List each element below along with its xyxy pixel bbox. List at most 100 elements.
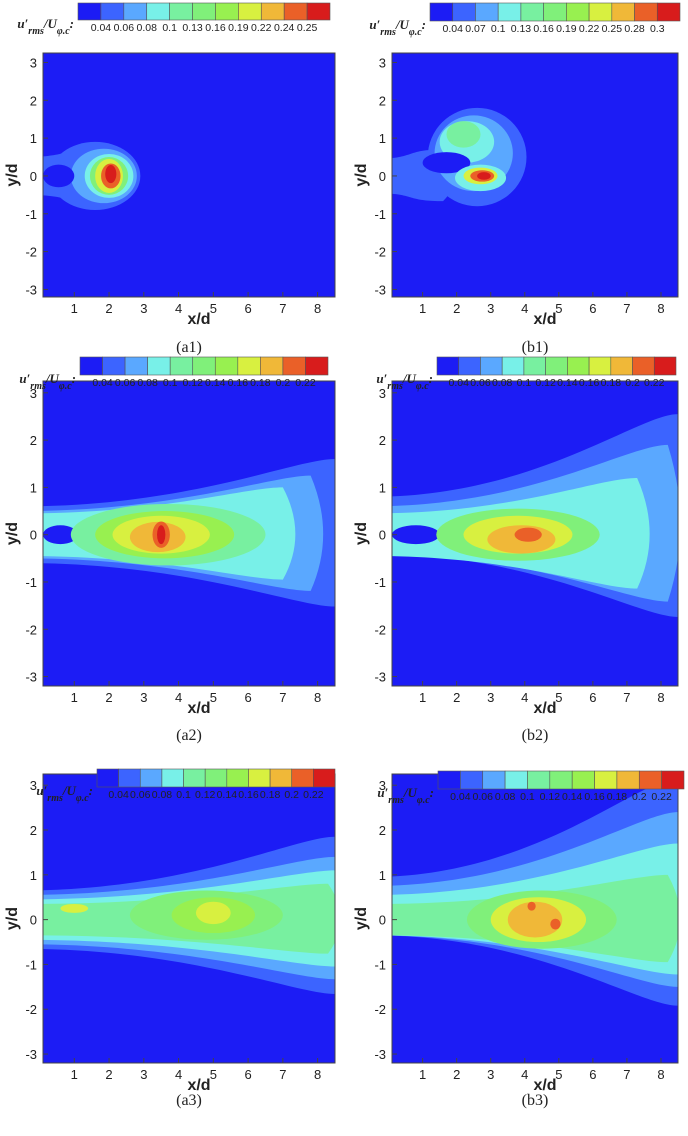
x-tick-label: 5 (210, 690, 217, 705)
x-tick-label: 2 (105, 1067, 112, 1082)
colorbar-tick-label: 0.06 (473, 791, 494, 803)
y-tick-label: 3 (379, 386, 386, 401)
x-tick-label: 8 (314, 301, 321, 316)
y-tick-label: 1 (379, 131, 386, 146)
colorbar-label-part: /U (395, 17, 410, 32)
x-tick-label: 1 (419, 690, 426, 705)
colorbar-tick-label: 0.2 (276, 377, 291, 389)
colorbar-swatch (520, 2, 544, 22)
colorbar-swatch (96, 768, 119, 788)
colorbar-tick-label: 0.12 (183, 377, 204, 389)
colorbar-swatch (214, 356, 239, 376)
colorbar-swatch (146, 2, 170, 21)
colorbar-tick-label: 0.1 (517, 377, 532, 389)
contour-region (550, 918, 561, 930)
x-tick-label: 5 (210, 301, 217, 316)
colorbar-swatch (475, 2, 499, 22)
x-tick-label: 5 (210, 1067, 217, 1082)
colorbar-tick-label: 0.13 (511, 23, 532, 35)
y-tick-label: 1 (379, 868, 386, 883)
panel: 1 2 3 4 5 6 7 8 3 2 1 0 -1 -2 -3 x/d y/d (b1) 0.04 0.07 0.1 0… (353, 2, 681, 356)
colorbar-label: u′rms/Uφ.c: (377, 785, 434, 806)
colorbar-label-part: : (430, 785, 434, 800)
colorbar-tick-label: 0.14 (562, 791, 583, 803)
colorbar-label-part: φ.c (59, 381, 72, 392)
x-tick-label: 4 (175, 690, 182, 705)
colorbar-swatch (436, 356, 460, 376)
x-tick-label: 7 (623, 301, 630, 316)
contour-region (157, 525, 166, 545)
x-tick-label: 1 (419, 1067, 426, 1082)
colorbar-tick-label: 0.16 (238, 789, 259, 801)
x-tick-label: 2 (105, 301, 112, 316)
y-tick-label: 3 (379, 55, 386, 70)
colorbar-tick-label: 0.2 (625, 377, 640, 389)
colorbar-tick-label: 0.1 (162, 22, 177, 34)
x-tick-label: 8 (657, 301, 664, 316)
colorbar-swatch (610, 356, 633, 376)
colorbar-tick-label: 0.06 (470, 377, 491, 389)
colorbar-swatch (632, 356, 655, 376)
contour-region (527, 901, 536, 911)
x-tick-label: 7 (279, 301, 286, 316)
colorbar-label-part: /U (45, 371, 60, 386)
y-tick-label: 2 (30, 823, 37, 838)
colorbar-swatch (124, 356, 148, 376)
colorbar-swatch (260, 2, 285, 21)
contour-region (43, 164, 75, 188)
x-tick-label: 3 (140, 301, 147, 316)
x-tick-label: 2 (453, 1067, 460, 1082)
x-tick-label: 3 (140, 690, 147, 705)
x-tick-label: 2 (105, 690, 112, 705)
x-tick-label: 4 (521, 690, 528, 705)
y-tick-label: -2 (374, 622, 386, 637)
x-tick-label: 3 (487, 301, 494, 316)
x-tick-label: 7 (623, 690, 630, 705)
colorbar-swatch (238, 2, 262, 21)
colorbar-swatch (100, 2, 125, 21)
colorbar-swatch (501, 356, 525, 376)
colorbar-tick-label: 0.04 (92, 377, 113, 389)
colorbar-label-part: u′ (369, 17, 380, 32)
colorbar-tick-label: 0.22 (303, 789, 324, 801)
y-axis-label: y/d (4, 522, 21, 545)
colorbar-swatch (313, 768, 336, 788)
y-tick-label: -2 (374, 245, 386, 260)
panel: 1 2 3 4 5 6 7 8 3 2 1 0 -1 -2 -3 x/d y/d (a1) 0.04 0.06 0.08… (4, 2, 336, 356)
x-tick-label: 1 (419, 301, 426, 316)
colorbar-tick-label: 0.07 (465, 23, 486, 35)
contour-region (195, 901, 231, 925)
x-tick-label: 6 (589, 301, 596, 316)
colorbar-swatch (248, 768, 271, 788)
colorbar-label-part: u′ (377, 785, 388, 800)
colorbar-tick-label: 0.16 (533, 23, 554, 35)
colorbar-label-part: u′ (19, 371, 30, 386)
y-tick-label: 3 (379, 778, 386, 793)
colorbar-label-part: rms (28, 26, 44, 37)
contour-region (60, 903, 89, 913)
colorbar-tick-label: 0.04 (108, 789, 129, 801)
x-axis-label: x/d (533, 1077, 556, 1094)
colorbar-tick-label: 0.13 (182, 22, 203, 34)
contour-region (43, 525, 78, 545)
colorbar-label-part: : (89, 783, 93, 798)
y-tick-label: -1 (25, 575, 37, 590)
colorbar-label-part: φ.c (416, 381, 429, 392)
colorbar-swatch (460, 770, 484, 790)
y-axis-label: y/d (4, 907, 21, 930)
colorbar-swatch (549, 770, 573, 790)
caption: (a3) (176, 1092, 202, 1109)
contour-region (392, 525, 440, 545)
colorbar-label-part: u′ (36, 783, 47, 798)
caption: (a1) (176, 339, 202, 356)
colorbar-label-part: : (422, 17, 426, 32)
colorbar-swatch (305, 356, 329, 376)
y-tick-label: 2 (30, 433, 37, 448)
colorbar-label-part: : (70, 16, 74, 31)
x-axis-label: x/d (533, 700, 556, 717)
colorbar-swatch (161, 768, 184, 788)
y-tick-label: 3 (30, 55, 37, 70)
contour-region (422, 152, 471, 174)
x-axis-label: x/d (187, 700, 210, 717)
contour-region (105, 164, 117, 184)
